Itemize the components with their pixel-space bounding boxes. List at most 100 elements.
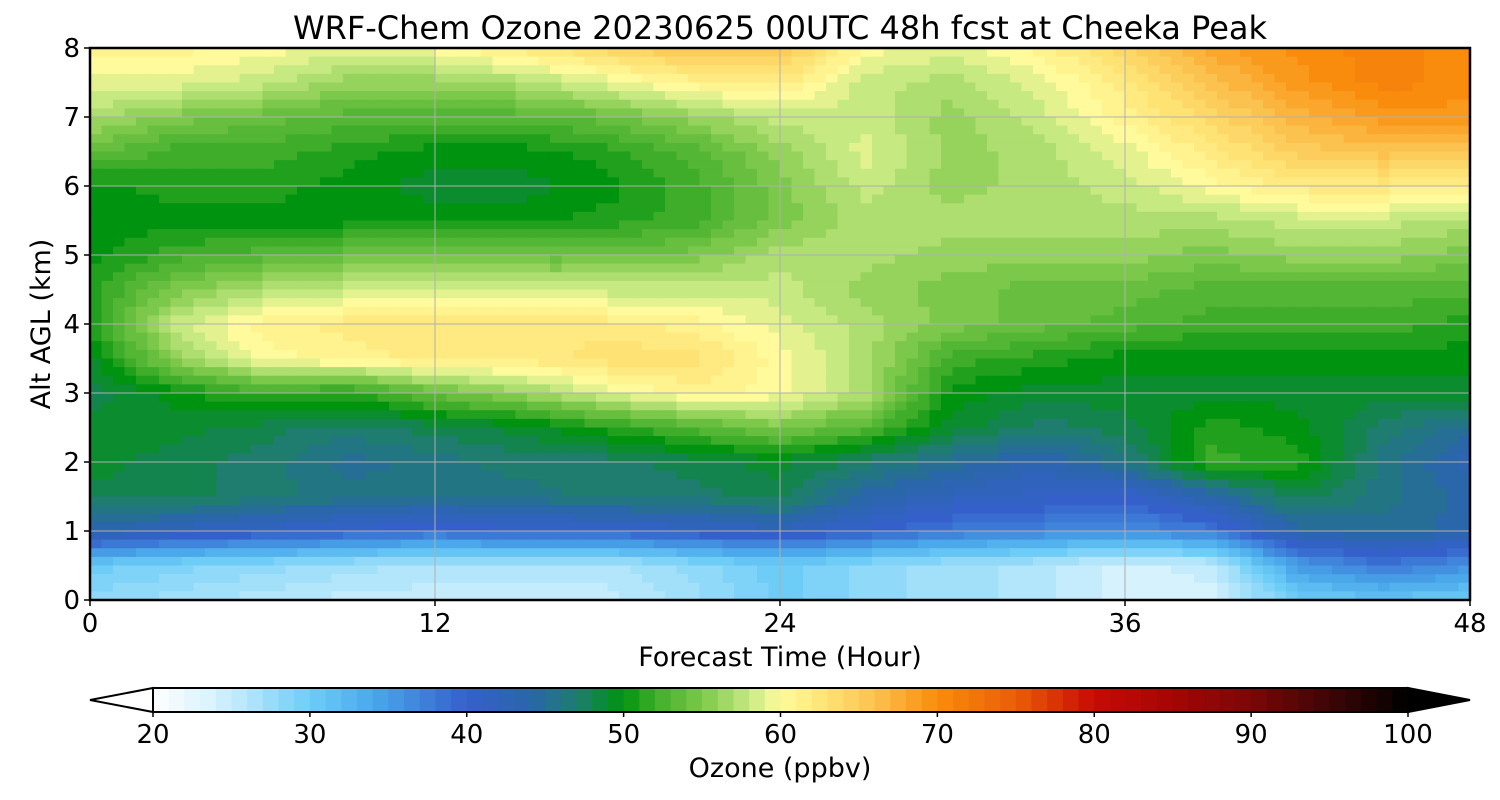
heatmap-cell (1366, 393, 1379, 403)
heatmap-cell (1309, 117, 1322, 127)
heatmap-cell (1033, 91, 1046, 101)
heatmap-cell (630, 229, 643, 239)
heatmap-cell (619, 289, 632, 299)
heatmap-cell (619, 65, 632, 75)
heatmap-cell (860, 220, 873, 230)
heatmap-cell (860, 263, 873, 273)
heatmap-cell (929, 56, 942, 66)
heatmap-cell (297, 349, 310, 360)
heatmap-cell (929, 65, 942, 75)
heatmap-cell (849, 298, 862, 308)
heatmap-cell (688, 99, 701, 109)
heatmap-cell (147, 220, 160, 230)
heatmap-cell (665, 56, 678, 66)
heatmap-cell (883, 117, 896, 127)
heatmap-cell (1286, 48, 1299, 58)
heatmap-cell (354, 255, 367, 265)
heatmap-cell (780, 65, 793, 75)
heatmap-cell (619, 332, 632, 342)
heatmap-cell (929, 48, 942, 58)
heatmap-cell (1332, 332, 1345, 342)
heatmap-cell (849, 315, 862, 325)
heatmap-cell (136, 255, 149, 265)
heatmap-cell (492, 393, 505, 403)
heatmap-cell (676, 298, 689, 308)
heatmap-cell (1251, 142, 1264, 153)
heatmap-cell (1447, 142, 1460, 153)
heatmap-cell (1274, 211, 1287, 222)
heatmap-cell (1159, 315, 1172, 325)
heatmap-cell (814, 375, 827, 385)
heatmap-cell (665, 367, 678, 377)
heatmap-cell (653, 99, 666, 109)
heatmap-cell (872, 324, 885, 334)
heatmap-cell (929, 237, 942, 247)
heatmap-cell (331, 272, 344, 282)
heatmap-cell (584, 384, 597, 394)
heatmap-cell (952, 332, 965, 342)
heatmap-cell (722, 177, 735, 187)
heatmap-cell (584, 401, 597, 411)
heatmap-cell (630, 65, 643, 75)
heatmap-cell (228, 203, 241, 213)
heatmap-cell (458, 341, 471, 351)
heatmap-cell (722, 393, 735, 403)
heatmap-cell (1355, 272, 1368, 282)
heatmap-cell (1090, 332, 1103, 342)
heatmap-cell (630, 255, 643, 265)
heatmap-cell (1205, 332, 1218, 342)
heatmap-cell (170, 151, 183, 161)
heatmap-cell (331, 65, 344, 75)
heatmap-cell (596, 65, 609, 75)
heatmap-cell (1458, 65, 1471, 75)
heatmap-cell (527, 315, 540, 325)
heatmap-cell (803, 229, 816, 239)
heatmap-cell (826, 186, 839, 196)
heatmap-cell (1447, 280, 1460, 291)
heatmap-cell (515, 255, 528, 265)
heatmap-cell (860, 393, 873, 403)
heatmap-cell (1274, 237, 1287, 247)
heatmap-cell (573, 289, 586, 299)
heatmap-cell (216, 384, 229, 394)
heatmap-cell (665, 237, 678, 247)
heatmap-cell (584, 237, 597, 247)
heatmap-cell (389, 263, 402, 273)
heatmap-cell (1056, 263, 1069, 273)
heatmap-cell (492, 332, 505, 342)
heatmap-cell (101, 108, 114, 118)
heatmap-cell (285, 315, 298, 325)
heatmap-cell (389, 324, 402, 334)
heatmap-cell (1228, 125, 1241, 135)
heatmap-cell (653, 151, 666, 161)
heatmap-cell (630, 168, 643, 178)
heatmap-cell (331, 56, 344, 66)
heatmap-cell (1458, 186, 1471, 196)
heatmap-cell (412, 393, 425, 403)
heatmap-cell (1297, 142, 1310, 153)
heatmap-cell (527, 220, 540, 230)
heatmap-cell (745, 108, 758, 118)
heatmap-cell (1389, 168, 1402, 178)
heatmap-cell (596, 324, 609, 334)
heatmap-cell (918, 246, 931, 256)
heatmap-cell (400, 203, 413, 213)
heatmap-cell (849, 125, 862, 135)
heatmap-cell (515, 220, 528, 230)
heatmap-cell (101, 91, 114, 101)
heatmap-cell (607, 358, 620, 368)
heatmap-cell (423, 332, 436, 342)
heatmap-cell (941, 151, 954, 161)
heatmap-cell (515, 134, 528, 144)
heatmap-cell (1251, 211, 1264, 222)
heatmap-cell (354, 280, 367, 291)
heatmap-cell (1447, 315, 1460, 325)
heatmap-cell (170, 194, 183, 204)
heatmap-cell (849, 384, 862, 394)
heatmap-cell (1033, 246, 1046, 256)
heatmap-cell (1136, 134, 1149, 144)
heatmap-cell (1113, 393, 1126, 403)
heatmap-cell (1067, 272, 1080, 282)
heatmap-cell (780, 367, 793, 377)
heatmap-cell (1309, 375, 1322, 385)
